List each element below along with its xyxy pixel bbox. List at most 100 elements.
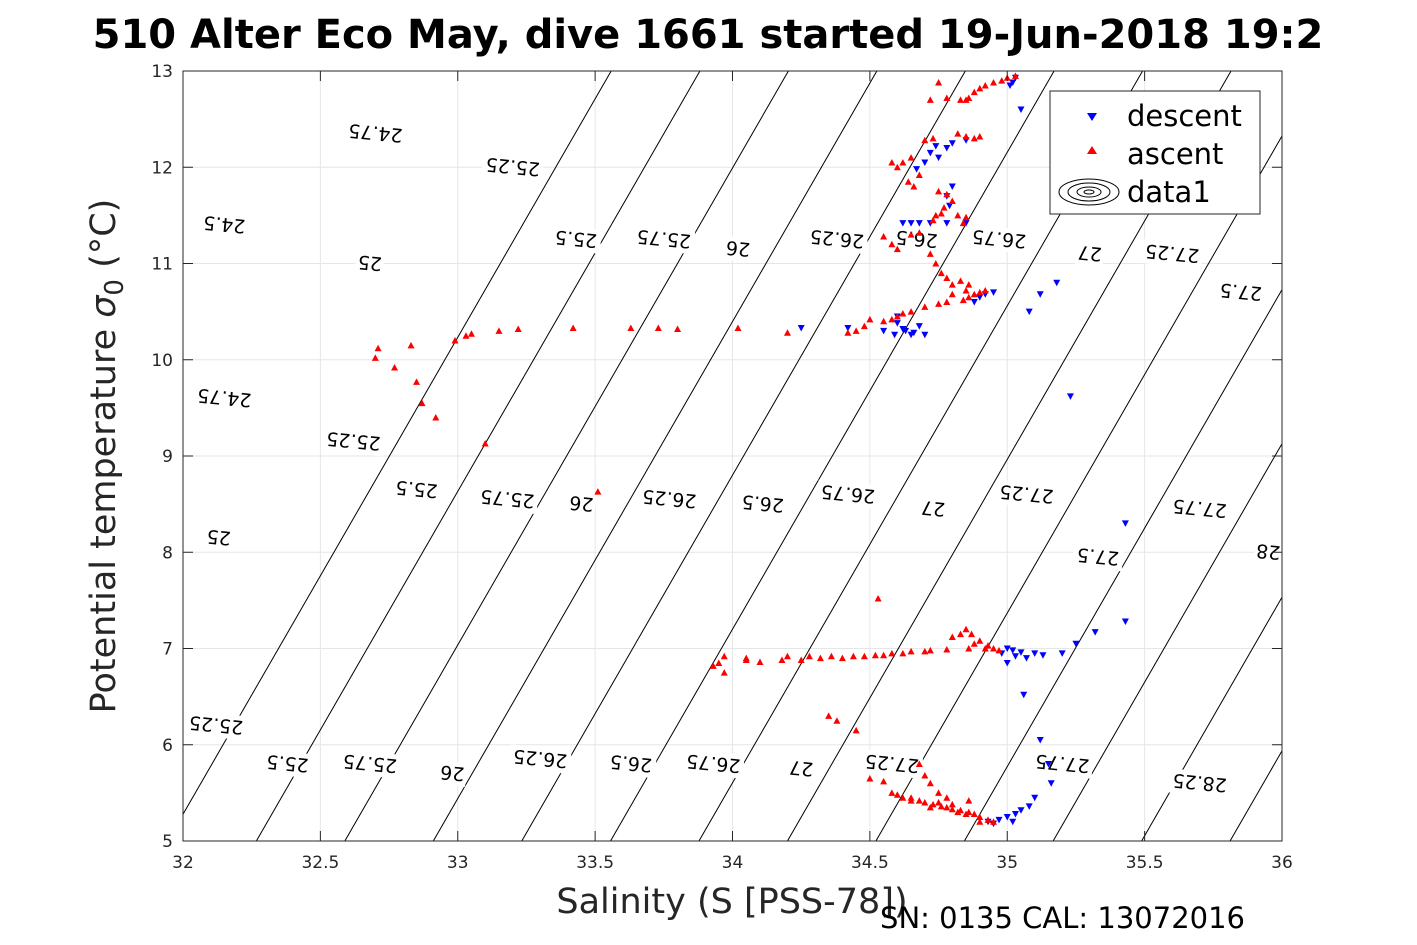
- isopycnal-label-group: 25.5: [390, 475, 443, 504]
- isopycnal-label-bg: [481, 152, 545, 183]
- descent-point: [1020, 691, 1028, 699]
- isopycnal-label: 27.5: [1219, 278, 1263, 304]
- isopycnal-label: 27.75: [1034, 749, 1090, 776]
- ascent-point: [915, 171, 923, 178]
- ascent-point: [481, 439, 489, 447]
- isopycnal-label-group: 25.25: [184, 710, 248, 741]
- descent-point: [1091, 629, 1099, 636]
- ascent-point: [407, 341, 415, 349]
- legend-contour-ring-inner: [1076, 186, 1102, 198]
- isopycnal-label-bg: [736, 489, 789, 519]
- x-tick-label: 36: [1271, 853, 1293, 873]
- isopycnal-label: 25.75: [636, 225, 692, 252]
- isopycnal-label-bg: [1168, 494, 1232, 524]
- descent-point: [880, 327, 888, 335]
- ascent-point: [910, 183, 918, 190]
- ascent-point: [899, 310, 907, 317]
- ascent-point: [929, 216, 937, 224]
- ascent-point: [888, 649, 896, 657]
- isopycnal-label: 26.5: [741, 490, 785, 516]
- descent-point: [1003, 645, 1011, 652]
- isopycnal-label: 26: [568, 491, 594, 515]
- isopycnal-label-group: 27.5: [1214, 278, 1267, 307]
- descent-point: [1031, 650, 1039, 657]
- isopycnal-label-group: 27.5: [1071, 542, 1124, 572]
- isopycnal-line: [344, 71, 789, 841]
- ascent-point: [849, 652, 857, 660]
- isopycnal-label-bg: [343, 118, 407, 149]
- ascent-point: [899, 794, 907, 801]
- ascent-point: [965, 797, 973, 804]
- ascent-point: [715, 659, 723, 666]
- descent-point: [1053, 279, 1061, 287]
- ascent-point: [852, 327, 860, 334]
- ascent-point: [962, 132, 970, 140]
- ascent-point: [976, 818, 984, 825]
- isopycnal-label-group: 25.5: [261, 749, 314, 779]
- ascent-point: [937, 802, 945, 810]
- ascent-point: [907, 797, 915, 804]
- isopycnal-label-bg: [354, 250, 385, 277]
- ascent-point: [935, 799, 943, 806]
- isopycnal-label-bg: [816, 479, 880, 510]
- ascent-point: [893, 312, 901, 320]
- ascent-point: [959, 296, 967, 304]
- isopycnal-label: 25.25: [485, 153, 541, 180]
- isopycnal-label-group: 28.25: [1168, 768, 1232, 799]
- serial-calibration-footer: SN: 0135 CAL: 13072016: [880, 901, 1245, 935]
- descent-point: [1121, 618, 1129, 626]
- ascent-point: [674, 325, 682, 332]
- ascent-point: [1011, 72, 1019, 79]
- ascent-point: [594, 488, 602, 495]
- y-axis-label-subscript: 0: [100, 279, 130, 296]
- ascent-point: [935, 789, 943, 796]
- isopycnal-label-bg: [967, 224, 1031, 255]
- isopycnal-label-bg: [192, 383, 256, 414]
- ascent-point: [943, 794, 951, 801]
- ascent-point: [965, 281, 973, 288]
- isopycnal-label: 25.75: [479, 485, 535, 512]
- descent-point: [1009, 647, 1017, 654]
- isopycnal-label: 26.75: [685, 749, 741, 776]
- ascent-point: [495, 327, 503, 334]
- descent-point: [943, 220, 951, 227]
- descent-point: [907, 220, 915, 227]
- isopycnal-label-bg: [1030, 749, 1094, 779]
- isopycnal-label-group: 25.25: [321, 426, 385, 457]
- descent-point: [932, 143, 940, 150]
- descent-point: [1121, 520, 1129, 527]
- ascent-point: [957, 630, 965, 638]
- isopycnal-label-bg: [1253, 538, 1284, 566]
- isopycnal-label-group: 26.25: [637, 484, 701, 515]
- ascent-point: [990, 79, 998, 86]
- ascent-point: [943, 274, 951, 281]
- x-tick-label: 34: [722, 853, 744, 873]
- isopycnal-line: [521, 71, 966, 841]
- ascent-point: [990, 818, 998, 825]
- y-tick-label: 12: [151, 158, 173, 178]
- ascent-point: [756, 658, 764, 665]
- ascent-point: [926, 250, 934, 257]
- ascent-point: [962, 810, 970, 818]
- ascent-point: [943, 190, 951, 198]
- isopycnal-label-bg: [1074, 240, 1105, 268]
- isopycnal-label: 28.25: [1172, 769, 1228, 796]
- isopycnal-label-bg: [1214, 278, 1267, 307]
- ascent-point: [954, 130, 962, 137]
- ascent-point: [984, 642, 992, 649]
- y-tick-label: 7: [162, 640, 173, 660]
- density-contour-labels: 24.5 24.75 24.75 25 25 25.25 25.25 25.25 25.5 25.…: [184, 118, 1284, 799]
- ascent-point: [932, 260, 940, 267]
- isopycnal-label-group: 27.75: [1030, 749, 1094, 779]
- ascent-point: [880, 233, 888, 240]
- ascent-point: [929, 134, 937, 142]
- x-tick-label: 34.5: [851, 853, 889, 873]
- isopycnal-label: 26.25: [809, 225, 865, 252]
- ascent-point: [899, 649, 907, 657]
- isopycnal-line: [183, 71, 612, 816]
- descent-point: [1031, 794, 1039, 802]
- legend-contour-icon: [1058, 178, 1120, 206]
- ascent-point: [970, 290, 978, 298]
- legend-contour-ring-outer: [1058, 178, 1120, 206]
- isopycnal-label-group: 26.75: [967, 224, 1031, 255]
